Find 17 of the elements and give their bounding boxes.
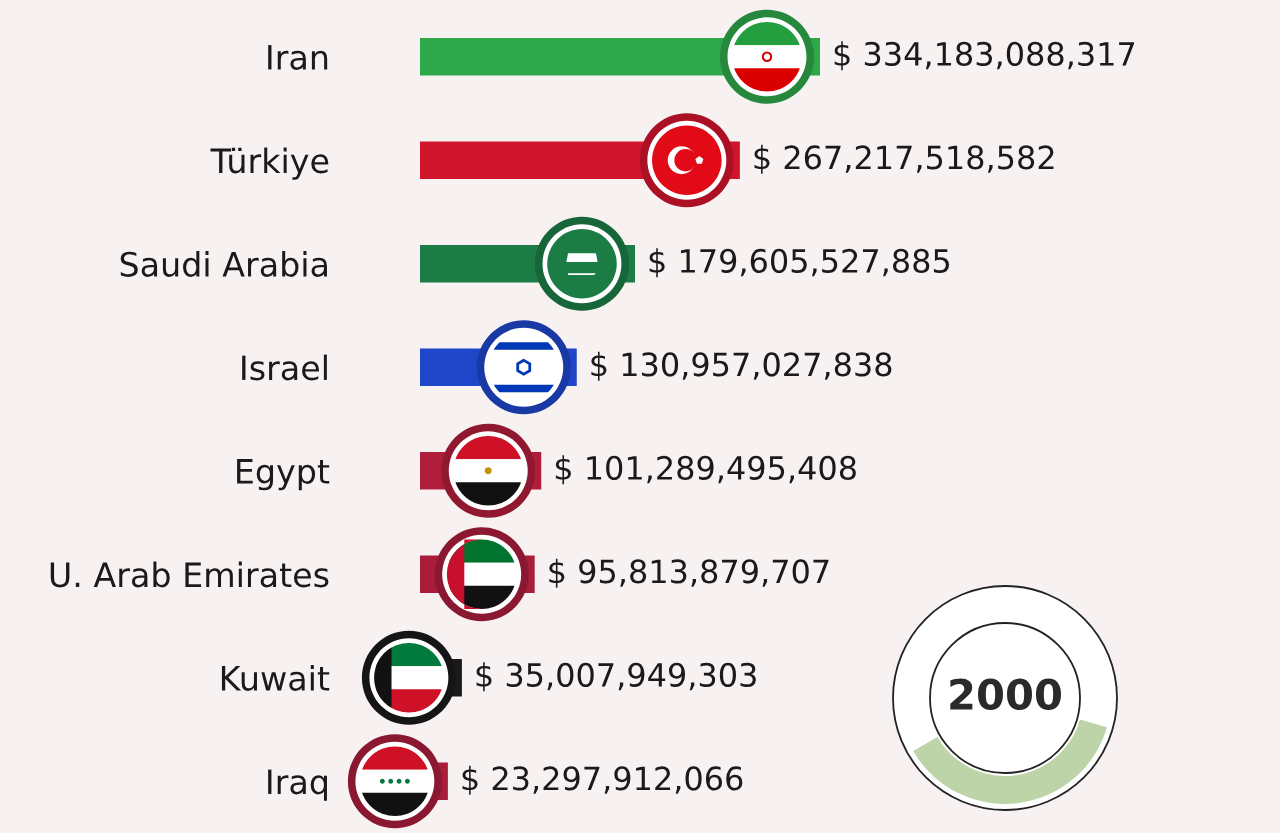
data-label: $ 130,957,027,838 [591, 351, 892, 381]
y-tick-label: Iraq [268, 769, 327, 801]
data-label: $ 267,217,518,582 [754, 144, 1054, 174]
data-label: $ 95,813,879,707 [549, 558, 829, 588]
y-tick-label: Kuwait [221, 665, 330, 691]
y-tick-label: Iran [268, 45, 328, 70]
data-label: $ 334,183,088,317 [834, 41, 1135, 71]
y-tick-label: Egypt [237, 459, 330, 491]
data-label: $ 101,289,495,408 [555, 455, 856, 485]
y-tick-label: U. Arab Emirates [50, 561, 329, 588]
y-tick-label: Türkiye [210, 147, 329, 180]
data-label: $ 179,605,527,885 [649, 248, 950, 278]
data-label: $ 35,007,949,303 [476, 662, 756, 692]
data-label: $ 23,297,912,066 [462, 765, 743, 795]
y-tick-label: Israel [242, 354, 327, 381]
text: 2000 [950, 678, 1061, 711]
y-tick-label: Saudi Arabia [120, 251, 327, 277]
